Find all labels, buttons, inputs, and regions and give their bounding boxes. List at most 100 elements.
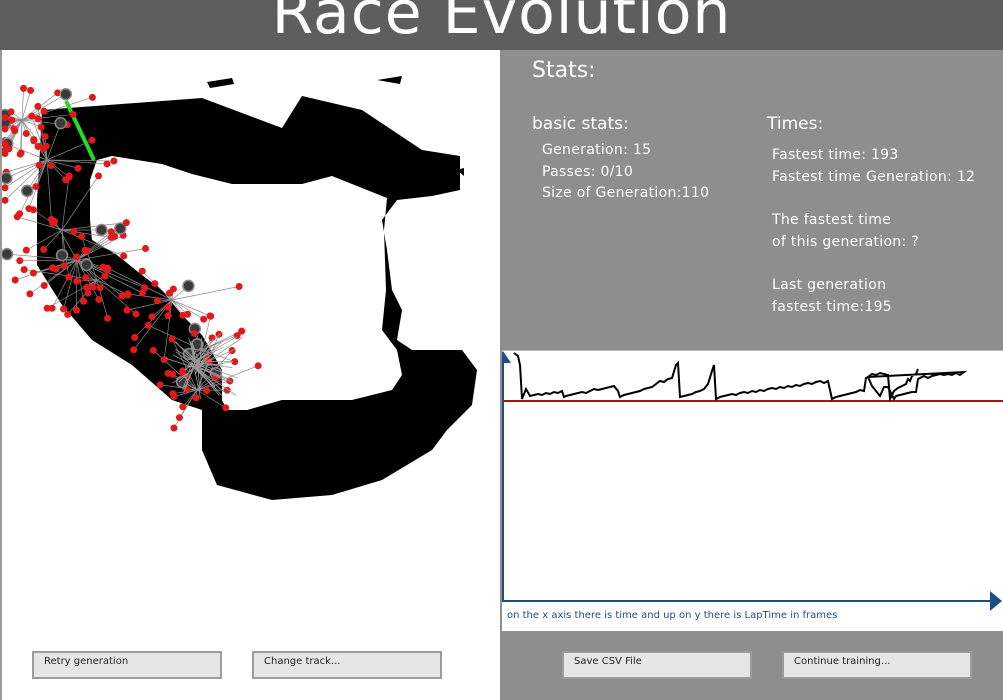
sensor-ray: [19, 259, 78, 262]
race-track: [37, 76, 477, 500]
sensor-ray: [29, 259, 78, 295]
car-agent: [2, 114, 9, 122]
passes-stat: Passes: 0/10: [542, 164, 634, 180]
graph-caption: on the x axis there is time and up on y …: [507, 610, 838, 621]
sensor-ray: [151, 299, 173, 318]
sensor-ray: [197, 363, 233, 368]
car-agent: [32, 183, 40, 191]
car-agent: [16, 210, 24, 218]
car-agent: [20, 184, 34, 198]
car-agent: [215, 330, 223, 338]
sensor-ray: [153, 350, 198, 391]
car-agent: [130, 346, 138, 354]
car-agent: [43, 304, 51, 312]
car-agent: [179, 311, 187, 319]
sensor-ray: [76, 248, 146, 261]
car-agent: [203, 387, 211, 395]
sensor-ray: [196, 369, 223, 396]
car-agent: [74, 164, 82, 172]
retry-generation-button[interactable]: Retry generation: [32, 651, 222, 679]
car-agent: [2, 171, 13, 185]
sensor-ray: [182, 349, 203, 374]
car-agent: [47, 215, 55, 223]
sensor-ray: [46, 159, 114, 162]
generation-stat: Generation: 15: [542, 142, 652, 158]
sensor-ray: [171, 286, 240, 301]
title-bar: Race Evolution: [0, 0, 1003, 50]
sensor-ray: [201, 316, 212, 351]
sensor-ray: [31, 116, 48, 161]
save-csv-button[interactable]: Save CSV File: [562, 651, 752, 679]
sensor-ray: [61, 175, 99, 231]
sensor-ray: [188, 337, 198, 366]
sensor-ray: [196, 365, 259, 391]
car-agent: [114, 222, 127, 235]
car-agent: [54, 116, 67, 130]
car-swarm: [2, 84, 262, 432]
sensor-ray: [194, 369, 201, 399]
simulation-canvas: [0, 50, 500, 700]
sensor-ray: [201, 335, 238, 351]
last-fastest-value: fastest time:195: [772, 299, 893, 315]
sensor-ray: [199, 344, 213, 365]
car-agent: [190, 338, 204, 351]
sensor-ray: [76, 259, 84, 302]
car-agent: [80, 297, 88, 305]
car-agent: [149, 346, 157, 354]
sensor-ray: [195, 340, 213, 363]
car-agent: [52, 265, 60, 273]
car-agent: [95, 223, 108, 237]
car-agent: [62, 176, 70, 184]
car-agent: [55, 248, 69, 262]
sensor-ray: [163, 299, 173, 360]
car-agent: [235, 283, 243, 291]
sensor-ray: [51, 259, 78, 309]
car-agent: [22, 129, 30, 137]
car-agent: [175, 414, 183, 422]
sensor-ray: [46, 122, 62, 161]
car-agent: [26, 290, 34, 298]
car-agent: [65, 273, 73, 281]
y-axis-arrow-icon: [502, 351, 511, 363]
car-agent: [118, 292, 126, 300]
sensor-ray: [199, 349, 218, 365]
sensor-ray: [61, 175, 70, 231]
car-agent: [7, 108, 15, 116]
current-fastest-value: of this generation: ?: [772, 234, 919, 250]
car-agent: [78, 232, 86, 240]
car-agent: [164, 312, 172, 320]
sensor-ray: [171, 299, 188, 315]
car-agent: [17, 149, 25, 157]
sensor-ray: [20, 119, 23, 153]
car-agent: [2, 150, 9, 158]
car-agent: [2, 196, 9, 204]
sensor-ray: [46, 279, 98, 309]
car-agent: [148, 313, 156, 321]
car-agent: [151, 280, 159, 288]
car-agent: [104, 264, 112, 272]
sensor-ray: [21, 88, 24, 121]
car-agent: [160, 356, 168, 364]
car-agent: [207, 312, 215, 320]
car-agent: [11, 127, 19, 135]
car-agent: [40, 145, 48, 153]
continue-training-button[interactable]: Continue training...: [782, 651, 972, 679]
car-agent: [192, 394, 200, 402]
car-agent: [41, 133, 49, 141]
car-agent: [70, 228, 78, 236]
car-agent: [27, 86, 35, 94]
car-agent: [30, 136, 38, 144]
change-track-button[interactable]: Change track...: [252, 651, 442, 679]
car-agent: [11, 276, 19, 284]
sensor-ray: [201, 349, 235, 362]
car-agent: [95, 296, 103, 304]
car-agent: [72, 306, 80, 314]
sensor-ray: [33, 209, 63, 231]
car-agent: [37, 123, 45, 131]
sensor-ray: [192, 331, 223, 361]
car-agent: [165, 289, 173, 297]
car-agent: [120, 252, 128, 260]
car-agent: [138, 267, 146, 275]
car-agent: [170, 424, 178, 432]
car-agent: [5, 145, 13, 153]
